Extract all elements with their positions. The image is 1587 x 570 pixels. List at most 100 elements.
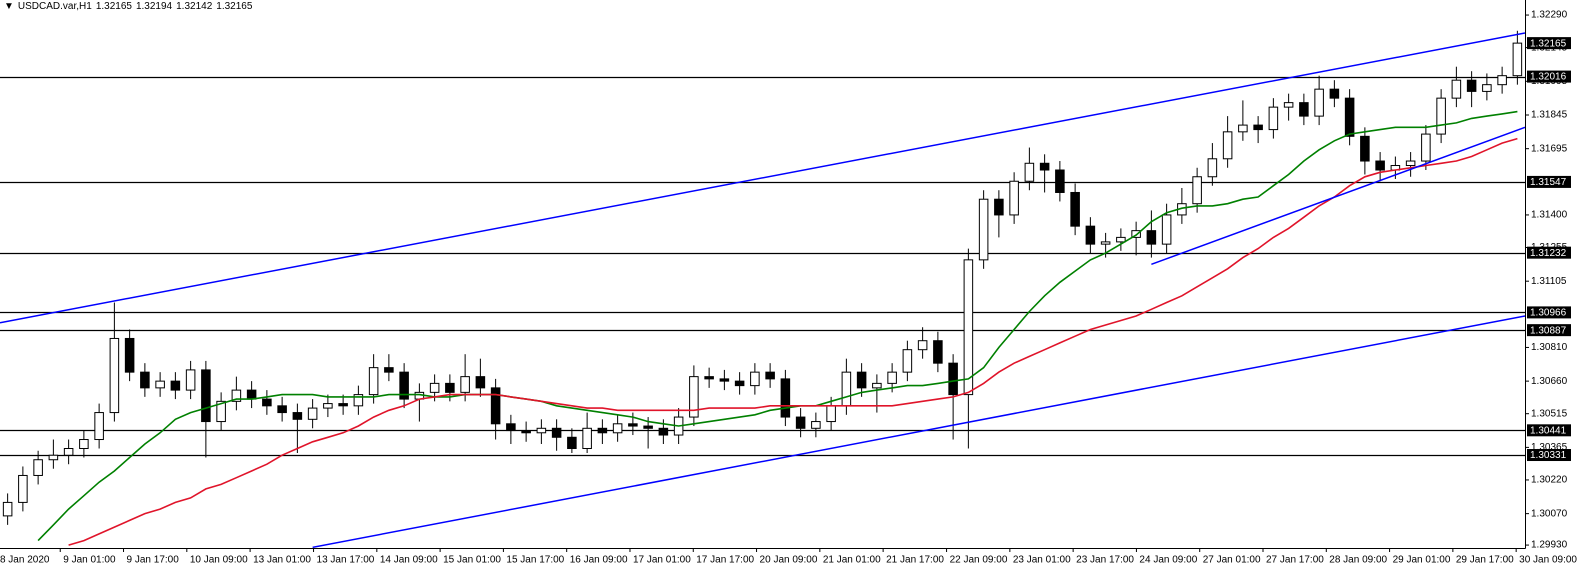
candle-body bbox=[246, 389, 257, 400]
candle-body bbox=[1238, 124, 1248, 133]
x-tick-label: 23 Jan 01:00 bbox=[1013, 555, 1071, 566]
x-tick-label: 21 Jan 01:00 bbox=[823, 555, 881, 566]
header-low: 1.32142 bbox=[176, 1, 213, 12]
candle-body bbox=[887, 371, 897, 384]
candle-body bbox=[1070, 191, 1080, 227]
candle-body bbox=[262, 398, 272, 407]
menu-arrow: ▼ bbox=[4, 1, 14, 12]
candle-body bbox=[780, 378, 791, 418]
candle-body bbox=[170, 380, 181, 391]
candle-body bbox=[140, 371, 150, 389]
candle-body bbox=[1146, 230, 1157, 245]
level-box bbox=[1527, 70, 1571, 83]
candle-body bbox=[734, 380, 745, 387]
x-tick-label: 16 Jan 09:00 bbox=[570, 555, 628, 566]
candle-body bbox=[1314, 88, 1324, 117]
x-tick-label: 9 Jan 01:00 bbox=[63, 555, 116, 566]
candle-body bbox=[612, 423, 623, 434]
x-tick-label: 13 Jan 01:00 bbox=[253, 555, 311, 566]
x-tick-label: 20 Jan 09:00 bbox=[760, 555, 818, 566]
x-tick-label: 17 Jan 17:00 bbox=[696, 555, 754, 566]
candle-body bbox=[155, 380, 165, 389]
candle-body bbox=[201, 369, 211, 423]
candle-body bbox=[384, 367, 394, 373]
level-label: 1.30331 bbox=[1530, 450, 1567, 461]
x-tick-label: 9 Jan 17:00 bbox=[127, 555, 180, 566]
level-box bbox=[1527, 246, 1571, 259]
x-tick-label: 27 Jan 17:00 bbox=[1266, 555, 1324, 566]
candle-body bbox=[872, 382, 882, 389]
candle-body bbox=[307, 407, 318, 420]
x-tick-label: 28 Jan 09:00 bbox=[1329, 555, 1387, 566]
moving-average bbox=[37, 110, 1518, 542]
x-tick-label: 29 Jan 17:00 bbox=[1456, 555, 1514, 566]
candle-body bbox=[490, 387, 501, 425]
candle-body bbox=[323, 403, 333, 409]
level-box bbox=[1527, 306, 1571, 319]
candle-body bbox=[1116, 236, 1126, 243]
candle-body bbox=[1055, 169, 1065, 193]
candle-body bbox=[1039, 162, 1050, 171]
candle-body bbox=[231, 389, 242, 402]
x-tick-label: 17 Jan 01:00 bbox=[633, 555, 691, 566]
x-tick-label: 15 Jan 17:00 bbox=[506, 555, 564, 566]
x-tick-label: 8 Jan 2020 bbox=[0, 555, 50, 566]
candle-body bbox=[978, 198, 989, 261]
candle-body bbox=[1283, 102, 1294, 108]
candle-body bbox=[795, 416, 806, 429]
candle-body bbox=[399, 371, 409, 400]
trend-line bbox=[0, 32, 1525, 324]
candle-body bbox=[811, 421, 821, 429]
candle-body bbox=[658, 427, 669, 436]
candle-body bbox=[185, 369, 196, 391]
candle-body bbox=[124, 337, 135, 373]
y-tick-label: 1.31105 bbox=[1531, 276, 1567, 287]
candle-body bbox=[841, 371, 852, 407]
last-price-box bbox=[1527, 37, 1571, 50]
candle-body bbox=[1207, 158, 1218, 178]
trend-line bbox=[312, 315, 1525, 548]
plot-area bbox=[0, 30, 1525, 548]
candle-body bbox=[826, 405, 836, 423]
y-tick-label: 1.30365 bbox=[1531, 442, 1568, 453]
x-tick-label: 27 Jan 01:00 bbox=[1203, 555, 1261, 566]
y-tick-label: 1.32290 bbox=[1531, 10, 1568, 21]
candle-body bbox=[948, 362, 958, 396]
candle-body bbox=[1161, 214, 1172, 245]
candle-body bbox=[1299, 102, 1309, 117]
candle-body bbox=[63, 448, 74, 456]
symbol: USDCAD.var,H1 bbox=[17, 1, 92, 12]
x-tick-label: 14 Jan 09:00 bbox=[380, 555, 438, 566]
candle-body bbox=[1405, 160, 1416, 167]
candle-body bbox=[917, 340, 928, 351]
y-tick-label: 1.30810 bbox=[1531, 342, 1568, 353]
candle-body bbox=[1192, 176, 1202, 205]
x-tick-label: 24 Jan 09:00 bbox=[1139, 555, 1197, 566]
candle-body bbox=[1421, 133, 1431, 162]
candle-body bbox=[536, 427, 547, 434]
y-tick-label: 1.30660 bbox=[1531, 376, 1568, 387]
candle-body bbox=[429, 382, 440, 393]
candle-body bbox=[933, 340, 943, 364]
level-label: 1.30966 bbox=[1530, 308, 1567, 319]
candle-body bbox=[856, 371, 867, 389]
candle-body bbox=[963, 259, 974, 396]
level-label: 1.31547 bbox=[1530, 177, 1567, 188]
candle-body bbox=[643, 425, 653, 429]
candle-body bbox=[79, 439, 89, 450]
y-tick-label: 1.31845 bbox=[1531, 110, 1568, 121]
candle-body bbox=[1451, 79, 1462, 99]
y-tick-label: 1.31400 bbox=[1531, 210, 1568, 221]
x-tick-label: 13 Jan 17:00 bbox=[317, 555, 375, 566]
chart-header: ▼ USDCAD.var,H1 1.32165 1.32194 1.32142 1.321… bbox=[4, 1, 256, 12]
candle-body bbox=[1497, 75, 1507, 86]
candle-body bbox=[1375, 160, 1385, 171]
candle-body bbox=[1253, 124, 1263, 131]
candle-body bbox=[475, 376, 486, 389]
y-tick-label: 1.30070 bbox=[1531, 508, 1568, 519]
candle-body bbox=[33, 459, 43, 476]
moving-average bbox=[68, 137, 1518, 546]
